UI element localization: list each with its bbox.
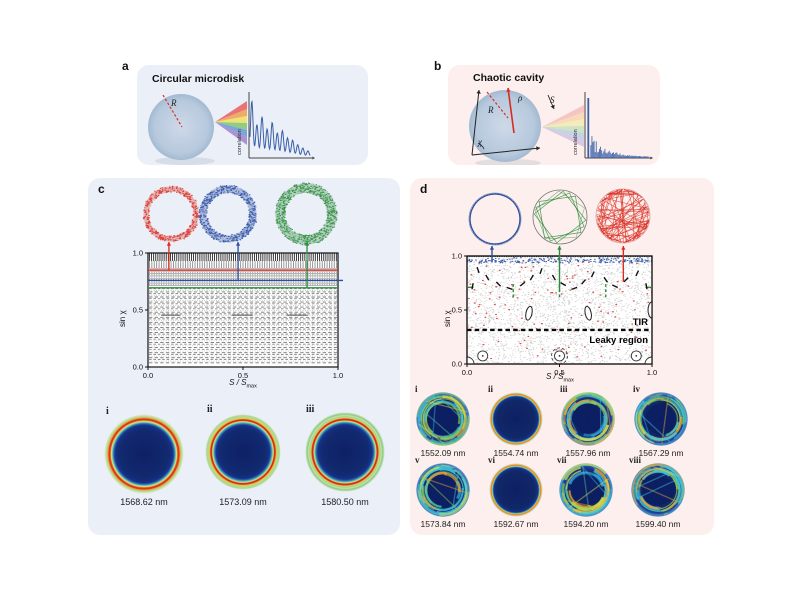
mode-ring <box>198 184 258 243</box>
mode-arrows <box>489 246 626 292</box>
wg-ray-orbit <box>468 192 522 246</box>
panel-d: 0.0 0.0 0.5 0.5 1.0 1.0 d sin χ S / Smax TIR … <box>410 178 714 535</box>
correlation-plot <box>584 92 653 160</box>
mode-numeral: v <box>415 455 420 465</box>
mode-wavelength: 1568.62 nm <box>120 497 168 507</box>
mode-field-pattern <box>561 392 615 446</box>
mode-wavelength: 1552.09 nm <box>420 448 466 458</box>
mode-numeral: iii <box>560 384 568 394</box>
axis-tick-label: 0.5 <box>238 371 248 380</box>
axis-tick-label: 1.0 <box>647 368 657 377</box>
rainbow-emission-fan <box>215 101 247 145</box>
panel-d-letter: d <box>420 182 428 196</box>
panel-a-title: Circular microdisk <box>152 73 245 85</box>
mode-numeral: vii <box>557 455 567 465</box>
axis-tick-label: 0.0 <box>143 371 153 380</box>
axis-tick-label: 1.0 <box>133 249 143 258</box>
chaotic-ray-orbit <box>595 188 651 244</box>
x-axis-label-sub: max <box>563 377 574 384</box>
leaky-region-label: Leaky region <box>589 335 648 346</box>
x-axis-label: S / Smax <box>208 378 278 390</box>
rainbow-emission-fan <box>542 105 584 147</box>
x-axis-label-main: S / S <box>229 378 247 387</box>
axis-tick-label: 0.0 <box>452 360 462 369</box>
chi-label: χ <box>478 137 482 147</box>
axis-tick-label: 0.5 <box>452 306 462 315</box>
mode-wavelength: 1580.50 nm <box>321 497 369 507</box>
panel-a-letter: a <box>122 59 129 73</box>
mode-field-pattern <box>489 463 543 517</box>
mode-wavelength: 1554.74 nm <box>493 448 539 458</box>
y-axis-label: sin χ <box>443 310 452 327</box>
mode-numeral: viii <box>629 455 642 465</box>
axis-tick-label: 0.5 <box>133 306 143 315</box>
mode-field-pattern <box>416 392 470 446</box>
mode-field-pattern <box>416 463 470 517</box>
rho-label: ρ <box>518 93 523 103</box>
circular-phase-space-figure: 0.00.0 0.5 0.5 1.0 1.0 <box>104 182 385 494</box>
mode-field-pattern <box>631 463 685 517</box>
mode-numeral: iv <box>633 384 641 394</box>
axis-tick-label: 1.0 <box>452 252 462 261</box>
x-axis-label: S / Smax <box>525 372 595 384</box>
correlation-axis-label: correlation <box>573 129 579 155</box>
y-axis-label: sin χ <box>118 310 127 327</box>
chaotic-phase-space-figure: 0.00.0 0.5 0.5 1.0 1.0 <box>416 188 688 517</box>
periodic-ray-orbit <box>532 189 588 245</box>
panel-b: Chaotic cavity R ρ S χ correlation <box>448 65 660 165</box>
mode-arrows <box>166 242 310 288</box>
mode-wavelength: 1573.84 nm <box>420 519 466 529</box>
mode-ring <box>142 185 200 243</box>
axis-tick-label: 1.0 <box>333 371 343 380</box>
mode-field-pattern <box>305 412 385 492</box>
panel-b-title: Chaotic cavity <box>473 72 545 84</box>
chaotic-cavity <box>469 87 555 165</box>
chaotic-cavity-schematic <box>469 87 653 165</box>
s-label: S <box>550 95 555 105</box>
correlation-plot <box>248 92 315 160</box>
tir-label: TIR <box>632 317 648 328</box>
phase-space-plot: 0.00.0 0.5 0.5 1.0 1.0 <box>133 249 344 380</box>
mode-ring <box>274 182 338 246</box>
mode-field-pattern <box>104 414 184 494</box>
mode-numeral: i <box>106 406 109 417</box>
panel-c-letter: c <box>98 182 105 196</box>
x-axis-label-main: S / S <box>546 372 564 381</box>
mode-wavelength: 1592.67 nm <box>493 519 539 529</box>
correlation-axis-label: correlation <box>237 129 243 155</box>
mode-wavelength: 1599.40 nm <box>635 519 681 529</box>
circular-microdisk-schematic <box>148 92 315 165</box>
mode-wavelength: 1557.96 nm <box>565 448 611 458</box>
x-axis-label-sub: max <box>246 383 257 390</box>
phase-space-plot: 0.00.0 0.5 0.5 1.0 1.0 <box>452 252 658 377</box>
mode-field-pattern <box>559 463 613 517</box>
axis-tick-label: 0.0 <box>133 363 143 372</box>
axis-tick-label: 0.0 <box>462 368 472 377</box>
mode-field-pattern <box>205 414 281 490</box>
panel-b-letter: b <box>434 59 442 73</box>
mode-wavelength: 1594.20 nm <box>563 519 609 529</box>
mode-wavelength: 1567.29 nm <box>638 448 684 458</box>
mode-numeral: ii <box>488 384 494 394</box>
mode-field-pattern <box>634 392 688 446</box>
radius-label: R <box>171 98 177 108</box>
radius-label: R <box>488 105 494 115</box>
panel-a: Circular microdisk R correlation <box>137 65 368 165</box>
panel-c: 0.0 0.0 0.5 0.5 1.0 1.0 c sin χ S / Smax i ii… <box>88 178 400 535</box>
mode-field-pattern <box>489 392 543 446</box>
mode-numeral: i <box>415 384 418 394</box>
axis-tick-label: 0.5 <box>554 368 564 377</box>
microdisk <box>148 94 215 165</box>
mode-wavelength: 1573.09 nm <box>219 497 267 507</box>
mode-numeral: ii <box>207 404 213 415</box>
mode-numeral: vi <box>488 455 496 465</box>
mode-numeral: iii <box>306 404 315 415</box>
